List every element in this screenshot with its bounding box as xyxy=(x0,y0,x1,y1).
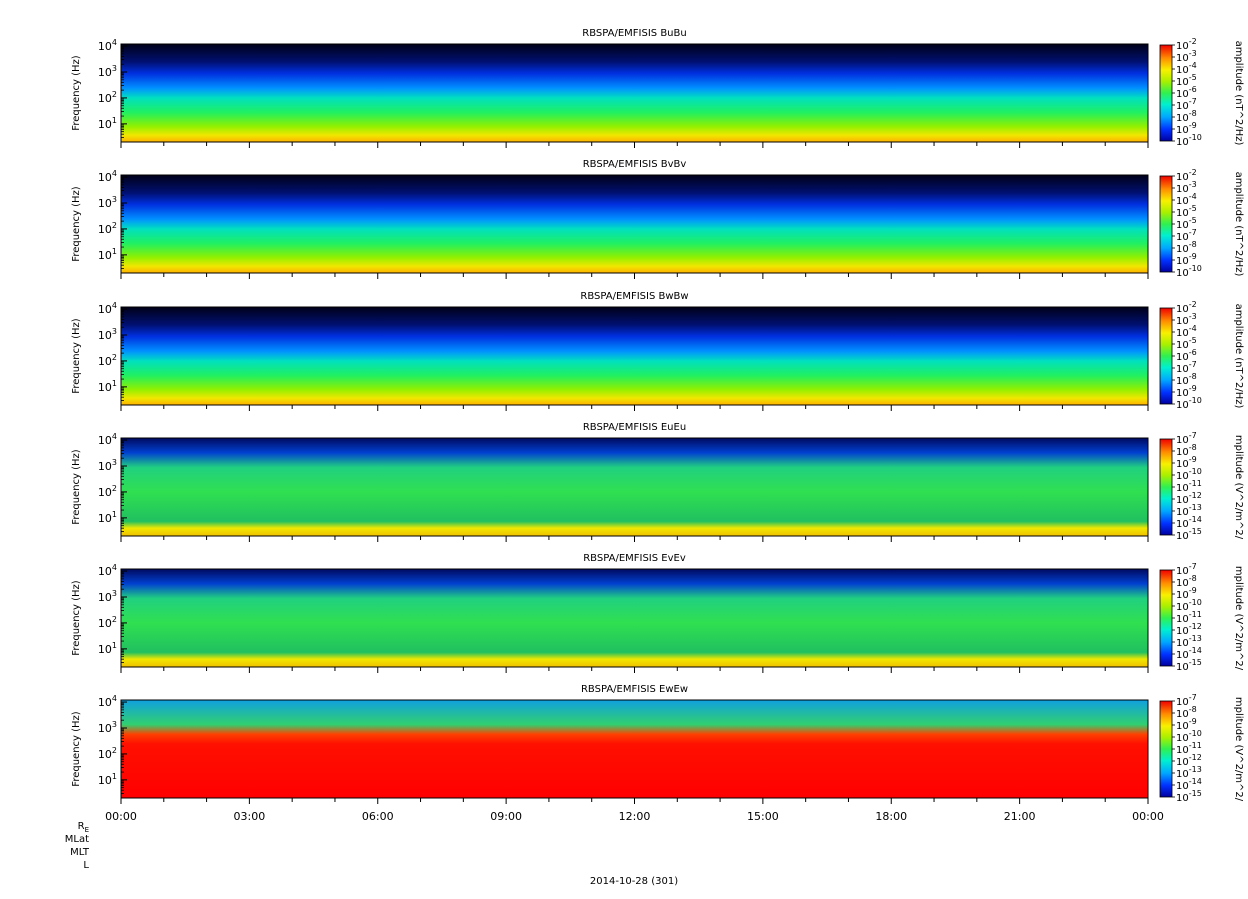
spectrogram-panel-4: RBSPA/EMFISIS EuEu 101 102 103 104 Frequency … xyxy=(71,422,1244,542)
x-tick-label: 00:00 xyxy=(105,810,137,823)
panel-title: RBSPA/EMFISIS BwBw xyxy=(580,291,688,302)
y-axis-label: Frequency (Hz) xyxy=(71,318,82,394)
spectrogram-image xyxy=(121,44,1148,142)
y-tick-label: 102 xyxy=(98,353,117,368)
colorbar-label: mplitude (V^2/m^2/ xyxy=(1233,697,1244,802)
y-tick-label: 102 xyxy=(98,221,117,236)
orbit-label: RE xyxy=(78,821,89,834)
y-tick-label: 104 xyxy=(98,432,117,447)
y-tick-label: 103 xyxy=(98,64,117,79)
spectrogram-image xyxy=(121,175,1148,273)
y-tick-label: 104 xyxy=(98,563,117,578)
y-axis-label: Frequency (Hz) xyxy=(71,186,82,262)
spectrogram-panel-2: RBSPA/EMFISIS BvBv 101 102 103 104 Frequency … xyxy=(71,159,1244,279)
y-tick-label: 101 xyxy=(98,641,117,656)
y-tick-label: 101 xyxy=(98,510,117,525)
colorbar-label: amplitude (nT^2/Hz) xyxy=(1233,172,1244,277)
y-tick-label: 103 xyxy=(98,458,117,473)
panel-title: RBSPA/EMFISIS EvEv xyxy=(583,553,686,564)
spectrogram-panel-6: RBSPA/EMFISIS EwEw 101 102 103 104 Frequency … xyxy=(71,684,1244,823)
y-tick-label: 104 xyxy=(98,694,117,709)
y-tick-label: 101 xyxy=(98,772,117,787)
spectrogram-panel-1: RBSPA/EMFISIS BuBu 101 102 103 104 Frequency … xyxy=(71,28,1244,148)
x-tick-label: 03:00 xyxy=(234,810,266,823)
x-tick-label: 00:00 xyxy=(1132,810,1164,823)
y-tick-label: 101 xyxy=(98,247,117,262)
x-tick-label: 09:00 xyxy=(490,810,522,823)
y-tick-label: 103 xyxy=(98,195,117,210)
colorbar xyxy=(1159,175,1173,273)
y-axis-label: Frequency (Hz) xyxy=(71,55,82,131)
y-tick-label: 103 xyxy=(98,720,117,735)
y-tick-label: 102 xyxy=(98,615,117,630)
x-tick-label: 12:00 xyxy=(619,810,651,823)
colorbar xyxy=(1159,44,1173,142)
y-tick-label: 102 xyxy=(98,90,117,105)
panel-title: RBSPA/EMFISIS EuEu xyxy=(583,422,686,433)
colorbar-label: amplitude (nT^2/Hz) xyxy=(1233,304,1244,409)
colorbar-label: mplitude (V^2/m^2/ xyxy=(1233,566,1244,671)
spectrogram-image xyxy=(121,569,1148,667)
y-tick-label: 104 xyxy=(98,301,117,316)
panel-title: RBSPA/EMFISIS BuBu xyxy=(582,28,686,39)
colorbar xyxy=(1159,569,1173,667)
orbit-label: L xyxy=(83,860,89,871)
colorbar xyxy=(1159,700,1173,798)
spectrogram-image xyxy=(121,307,1148,405)
y-axis-label: Frequency (Hz) xyxy=(71,580,82,656)
x-tick-label: 06:00 xyxy=(362,810,394,823)
colorbar xyxy=(1159,438,1173,536)
spectrogram-image xyxy=(121,700,1148,798)
spectrogram-image xyxy=(121,438,1148,536)
x-tick-label: 15:00 xyxy=(747,810,779,823)
x-tick-label: 18:00 xyxy=(875,810,907,823)
y-tick-label: 102 xyxy=(98,746,117,761)
y-axis-label: Frequency (Hz) xyxy=(71,449,82,525)
x-tick-label: 21:00 xyxy=(1004,810,1036,823)
spectrogram-panel-3: RBSPA/EMFISIS BwBw 101 102 103 104 Frequency … xyxy=(71,291,1244,411)
y-tick-label: 101 xyxy=(98,116,117,131)
colorbar-label: mplitude (V^2/m^2/ xyxy=(1233,435,1244,540)
spectrogram-panel-5: RBSPA/EMFISIS EvEv 101 102 103 104 Frequency … xyxy=(71,553,1244,673)
y-axis-label: Frequency (Hz) xyxy=(71,711,82,787)
y-tick-label: 104 xyxy=(98,38,117,53)
y-tick-label: 103 xyxy=(98,589,117,604)
y-tick-label: 103 xyxy=(98,327,117,342)
panel-title: RBSPA/EMFISIS BvBv xyxy=(583,159,687,170)
orbit-label: MLT xyxy=(70,847,90,858)
panel-title: RBSPA/EMFISIS EwEw xyxy=(581,684,688,695)
orbit-label: MLat xyxy=(65,834,89,845)
colorbar-label: amplitude (nT^2/Hz) xyxy=(1233,41,1244,146)
y-tick-label: 104 xyxy=(98,169,117,184)
y-tick-label: 101 xyxy=(98,379,117,394)
y-tick-label: 102 xyxy=(98,484,117,499)
date-label: 2014-10-28 (301) xyxy=(590,876,678,887)
colorbar xyxy=(1159,307,1173,405)
